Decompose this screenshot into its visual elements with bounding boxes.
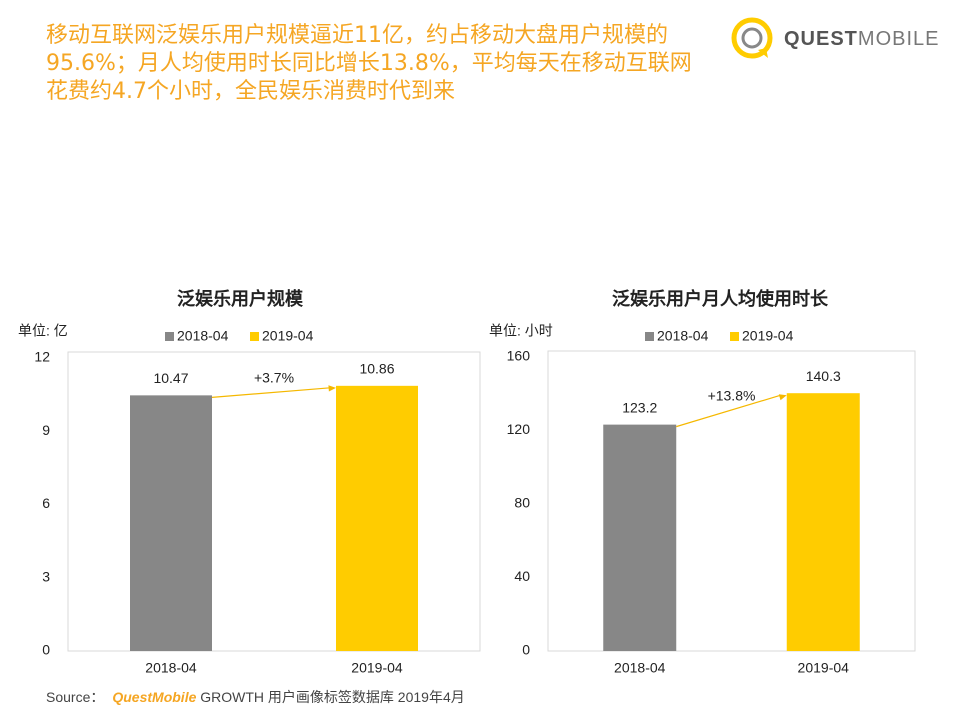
unit-label: 单位: 小时: [489, 323, 553, 339]
bar: [130, 395, 212, 651]
legend-label: 2019-04: [262, 328, 314, 344]
legend-swatch: [250, 332, 259, 341]
logo: QUEST MOBILE: [728, 14, 939, 64]
y-tick-label: 9: [42, 422, 50, 438]
value-label: 140.3: [806, 368, 841, 384]
headline-line: 95.6%；月人均使用时长同比增长13.8%，平均每天在移动互联网: [46, 51, 692, 76]
y-tick-label: 0: [42, 642, 50, 658]
y-tick-label: 40: [514, 568, 530, 584]
source-label: Source：: [46, 689, 105, 705]
legend-swatch: [165, 332, 174, 341]
bar: [603, 424, 677, 651]
legend-label: 2018-04: [177, 328, 229, 344]
value-label: 10.86: [359, 361, 394, 377]
x-tick-label: 2018-04: [145, 660, 197, 676]
y-tick-label: 120: [507, 421, 531, 437]
chart-title: 泛娱乐用户规模: [177, 288, 304, 309]
x-tick-label: 2019-04: [351, 660, 403, 676]
legend-label: 2018-04: [657, 328, 709, 344]
legend-label: 2019-04: [742, 328, 794, 344]
y-tick-label: 6: [42, 495, 50, 511]
legend-swatch: [645, 332, 654, 341]
x-tick-label: 2019-04: [798, 660, 850, 676]
source-text: GROWTH 用户画像标签数据库 2019年4月: [200, 689, 465, 705]
legend-swatch: [730, 332, 739, 341]
annotation-arrow: [211, 387, 331, 398]
y-tick-label: 80: [514, 495, 530, 511]
headline: 移动互联网泛娱乐用户规模逼近11亿，约占移动大盘用户规模的 95.6%；月人均使…: [46, 22, 692, 106]
logo-bold: QUEST: [784, 27, 858, 50]
arrow-head: [778, 394, 787, 401]
annotation: +3.7%: [254, 369, 294, 385]
bar: [786, 393, 860, 651]
plot-frame: [67, 351, 481, 652]
logo-icon: [731, 17, 773, 59]
y-tick-label: 160: [507, 348, 531, 364]
x-tick-label: 2018-04: [614, 660, 666, 676]
unit-label: 单位: 亿: [18, 323, 68, 339]
value-label: 10.47: [153, 370, 188, 386]
annotation: +13.8%: [708, 388, 756, 404]
source: Source： QuestMobile GROWTH 用户画像标签数据库 2019…: [46, 687, 465, 707]
y-tick-label: 12: [34, 349, 50, 365]
headline-line: 花费约4.7个小时，全民娱乐消费时代到来: [46, 79, 455, 104]
y-tick-label: 3: [42, 568, 50, 584]
logo-light: MOBILE: [857, 27, 940, 50]
value-label: 123.2: [622, 399, 657, 415]
annotation-arrow: [676, 394, 781, 428]
headline-line: 移动互联网泛娱乐用户规模逼近11亿，约占移动大盘用户规模的: [46, 23, 668, 48]
arrow-head: [328, 385, 336, 392]
bar: [336, 385, 418, 651]
source-brand: QuestMobile: [112, 689, 197, 705]
chart-title: 泛娱乐用户月人均使用时长: [612, 288, 829, 309]
y-tick-label: 0: [522, 642, 530, 658]
